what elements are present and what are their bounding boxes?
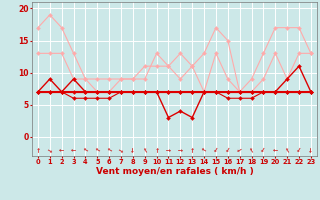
Text: ←: ← xyxy=(58,146,65,153)
Text: ←: ← xyxy=(94,146,101,153)
Text: ←: ← xyxy=(225,147,230,152)
Text: ←: ← xyxy=(284,146,291,153)
Text: ←: ← xyxy=(70,146,77,153)
Text: ←: ← xyxy=(82,146,89,153)
Text: ←: ← xyxy=(178,147,183,152)
Text: ←: ← xyxy=(129,146,136,153)
Text: ←: ← xyxy=(248,146,255,153)
Text: ←: ← xyxy=(261,147,266,152)
Text: ←: ← xyxy=(236,146,243,153)
Text: ←: ← xyxy=(118,147,124,152)
Text: ←: ← xyxy=(141,146,148,153)
Text: ←: ← xyxy=(35,146,41,153)
Text: ←: ← xyxy=(296,146,302,153)
Text: ←: ← xyxy=(47,147,52,152)
Text: ←: ← xyxy=(201,146,208,153)
Text: ←: ← xyxy=(213,147,219,152)
Text: ←: ← xyxy=(189,146,196,153)
Text: ←: ← xyxy=(106,146,113,153)
Text: ←: ← xyxy=(273,147,278,152)
Text: ←: ← xyxy=(165,146,172,153)
Text: ←: ← xyxy=(154,147,159,152)
X-axis label: Vent moyen/en rafales ( km/h ): Vent moyen/en rafales ( km/h ) xyxy=(96,167,253,176)
Text: ←: ← xyxy=(307,146,314,153)
